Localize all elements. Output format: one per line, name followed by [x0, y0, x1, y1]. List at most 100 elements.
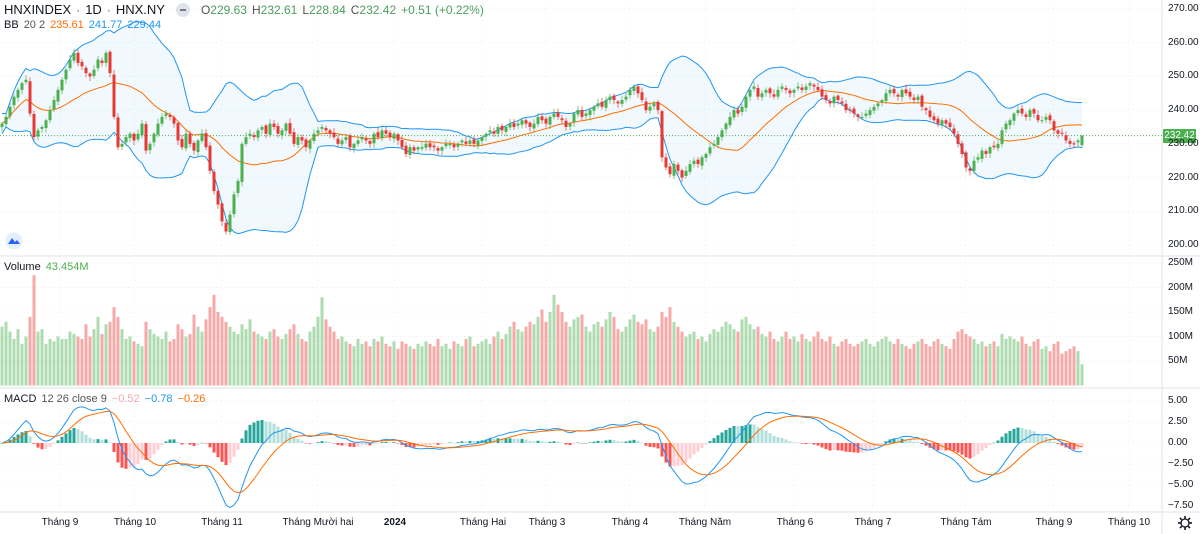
candle-body [1064, 135, 1068, 141]
macd-histogram-bar [52, 443, 56, 444]
candle-body [380, 130, 384, 139]
volume-bar [192, 314, 196, 386]
candle-body [708, 147, 712, 154]
signal-line [1, 410, 1083, 494]
macd-histogram-bar [308, 443, 312, 444]
volume-bar [148, 329, 152, 386]
macd-histogram-bar [320, 441, 324, 443]
candle-body [112, 74, 116, 117]
macd-histogram-bar [660, 443, 664, 457]
symbol-name[interactable]: HNXINDEX [4, 2, 72, 17]
macd-histogram-bar [740, 426, 744, 443]
volume-bar [904, 346, 908, 386]
macd-histogram-bar [1008, 431, 1012, 443]
candle-body [876, 103, 880, 107]
volume-bar [528, 321, 532, 386]
macd-histogram-bar [848, 443, 852, 453]
candle-body [248, 133, 252, 137]
volume-bar [1008, 336, 1012, 386]
volume-bar [1044, 346, 1048, 386]
volume-bar [92, 329, 96, 386]
macd-histogram-bar [384, 441, 388, 443]
volume-bar [32, 275, 36, 386]
macd-histogram-bar [744, 425, 748, 443]
candle-body [348, 135, 352, 148]
volume-tick: 50M [1168, 355, 1188, 366]
volume-bar [764, 336, 768, 386]
candle-body [796, 86, 800, 89]
macd-histogram-bar [288, 432, 292, 443]
volume-bar [404, 343, 408, 386]
volume-bar [324, 319, 328, 386]
minus-icon[interactable] [175, 2, 190, 17]
candle-body [636, 86, 640, 94]
candle-body [656, 101, 660, 111]
candle-body [1052, 121, 1056, 131]
volume-bar [84, 324, 88, 386]
high-value: 232.61 [260, 2, 298, 17]
candle-body [56, 89, 60, 102]
macd-histogram-bar [412, 443, 416, 448]
volume-bar [848, 343, 852, 386]
candle-body [712, 143, 716, 146]
macd-histogram-bar [688, 443, 692, 459]
price-tick: 200.00 [1168, 238, 1199, 250]
candle-body [128, 133, 132, 139]
bb-legend[interactable]: BB 20 2 235.61 241.77 229.44 [4, 19, 162, 31]
candle-body [72, 52, 76, 61]
volume-bar [76, 336, 80, 386]
candle-body [776, 89, 780, 97]
gear-icon[interactable] [1177, 515, 1193, 531]
candle-body [920, 95, 924, 107]
macd-histogram-bar [632, 439, 636, 443]
volume-bar [564, 321, 568, 386]
macd-histogram-bar [700, 443, 704, 448]
candle-body [544, 118, 548, 124]
price-tick: 260.00 [1168, 36, 1199, 48]
candle-body [44, 120, 48, 128]
candle-body [28, 81, 32, 114]
volume-bar [284, 334, 288, 386]
candle-body [900, 89, 904, 98]
interval[interactable]: 1D [85, 2, 102, 17]
volume-bar [840, 341, 844, 386]
candle-body [688, 164, 692, 172]
candle-body [1036, 115, 1040, 121]
macd-histogram-bar [756, 427, 760, 443]
time-tick: Tháng 7 [854, 517, 892, 528]
tradingview-logo-icon[interactable] [4, 232, 24, 250]
volume-bar [412, 348, 416, 386]
volume-bar [576, 316, 580, 386]
candle-body [132, 133, 136, 141]
volume-bar [232, 331, 236, 386]
macd-histogram-bar [604, 440, 608, 443]
candle-body [676, 164, 680, 171]
macd-legend[interactable]: MACD 12 26 close 9 −0.52 −0.78 −0.26 [4, 393, 206, 405]
candle-body [52, 100, 56, 110]
macd-histogram-bar [1036, 433, 1040, 443]
candle-body [696, 159, 700, 165]
volume-bar [820, 338, 824, 386]
candle-body [148, 143, 152, 151]
macd-histogram-bar [408, 443, 412, 448]
candle-body [660, 111, 664, 158]
candle-body [524, 120, 528, 124]
candle-body [808, 83, 812, 86]
volume-bar [424, 341, 428, 386]
volume-bar [276, 336, 280, 386]
candle-body [820, 89, 824, 97]
volume-bar [500, 338, 504, 386]
candle-body [0, 123, 4, 127]
volume-bar [696, 338, 700, 386]
volume-bar [484, 338, 488, 386]
volume-legend[interactable]: Volume 43.454M [4, 261, 89, 273]
candle-body [540, 116, 544, 121]
macd-histogram-bar [476, 441, 480, 443]
candle-body [484, 133, 488, 137]
macd-histogram-bar [488, 438, 492, 443]
volume-bar [184, 336, 188, 386]
volume-bar [960, 329, 964, 386]
volume-bar [180, 329, 184, 386]
macd-histogram-bar [24, 431, 28, 443]
